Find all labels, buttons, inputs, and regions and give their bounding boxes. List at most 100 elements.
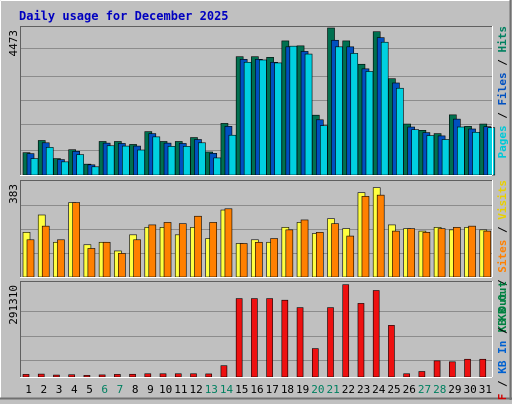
bar-pages bbox=[91, 166, 100, 176]
bar-sites bbox=[270, 238, 278, 278]
legend-part: / bbox=[496, 374, 509, 394]
x-tick-label: 25 bbox=[387, 383, 400, 396]
legend-part: / bbox=[496, 220, 509, 240]
legend-part: KB F bbox=[496, 394, 509, 400]
bar-pages bbox=[380, 41, 389, 176]
bar-kb-f bbox=[433, 360, 441, 378]
bar-kb-f bbox=[342, 284, 350, 378]
bar-pages bbox=[426, 135, 435, 176]
bar-sites bbox=[376, 194, 385, 278]
x-tick-label: 9 bbox=[147, 383, 154, 396]
bar-sites bbox=[148, 224, 157, 278]
bar-kb-f bbox=[174, 373, 182, 378]
bar-sites bbox=[133, 239, 141, 278]
x-tick-label: 16 bbox=[250, 383, 263, 396]
bar-pages bbox=[61, 161, 69, 176]
axis-legend: KB F / KB In / KB Out bbox=[496, 281, 509, 400]
bar-pages bbox=[289, 45, 298, 176]
x-tick-label: 23 bbox=[357, 383, 370, 396]
bar-sites bbox=[178, 223, 187, 278]
bar-kb-f bbox=[281, 299, 289, 378]
bar-pages bbox=[472, 131, 480, 176]
bar-sites bbox=[57, 239, 65, 278]
bar-pages bbox=[45, 147, 54, 176]
bar-sites bbox=[331, 223, 339, 278]
bar-kb-f bbox=[388, 325, 395, 378]
bar-sites bbox=[346, 235, 355, 278]
bar-kb-f bbox=[327, 307, 334, 378]
bar-sites bbox=[72, 202, 80, 278]
bar-pages bbox=[411, 129, 419, 176]
bar-pages bbox=[122, 145, 130, 176]
panel-visits-sites: 383 KB Out / Sites / Visits bbox=[7, 180, 509, 332]
bar-pages bbox=[213, 157, 222, 176]
bar-sites bbox=[453, 227, 461, 278]
y-max-label: 4473 bbox=[7, 30, 20, 57]
bar-kb-f bbox=[37, 373, 45, 378]
x-tick-label: 22 bbox=[342, 383, 355, 396]
bar-kb-f bbox=[159, 373, 167, 378]
bar-kb-f bbox=[403, 373, 410, 378]
bar-sites bbox=[163, 222, 172, 278]
bar-kb-f bbox=[464, 358, 471, 378]
x-tick-label: 24 bbox=[372, 383, 386, 396]
y-max-label: 383 bbox=[7, 184, 20, 204]
x-tick-label: 7 bbox=[117, 383, 124, 396]
x-tick-label: 8 bbox=[132, 383, 139, 396]
bar-pages bbox=[167, 146, 176, 176]
bar-sites bbox=[26, 239, 35, 278]
x-tick-label: 13 bbox=[205, 383, 218, 396]
x-tick-label: 15 bbox=[235, 383, 248, 396]
legend-part: KB Out bbox=[496, 281, 509, 321]
bar-kb-f bbox=[220, 365, 228, 378]
bar-sites bbox=[255, 241, 263, 278]
bar-kb-f bbox=[372, 290, 380, 378]
x-tick-label: 30 bbox=[464, 383, 477, 396]
bar-kb-f bbox=[357, 303, 365, 378]
bar-pages bbox=[243, 61, 252, 176]
axis-legend: KB Out / Sites / Visits bbox=[496, 180, 509, 332]
x-tick-label: 12 bbox=[189, 383, 202, 396]
y-max-label: 291310 bbox=[7, 285, 20, 325]
x-tick-label: 17 bbox=[266, 383, 279, 396]
legend-part: Files bbox=[496, 72, 509, 105]
bar-pages bbox=[182, 146, 191, 176]
x-tick-label: 6 bbox=[101, 383, 108, 396]
bar-pages bbox=[350, 53, 359, 176]
bar-sites bbox=[209, 222, 218, 278]
bar-sites bbox=[392, 230, 400, 278]
bar-kb-f bbox=[311, 348, 319, 378]
legend-part: KB Out bbox=[496, 293, 509, 333]
x-tick-label: 19 bbox=[296, 383, 309, 396]
x-tick-label: 31 bbox=[479, 383, 492, 396]
bar-pages bbox=[304, 53, 313, 176]
bar-kb-f bbox=[129, 373, 136, 378]
bar-kb-f bbox=[418, 371, 426, 378]
bar-sites bbox=[194, 215, 202, 278]
legend-part: / bbox=[496, 106, 509, 126]
x-tick-label: 11 bbox=[174, 383, 187, 396]
legend-part: / bbox=[496, 321, 509, 341]
x-tick-label: 1 bbox=[25, 383, 32, 396]
bar-pages bbox=[76, 154, 84, 176]
bar-pages bbox=[319, 125, 328, 176]
legend-part: / bbox=[496, 53, 509, 73]
bar-sites bbox=[87, 248, 96, 278]
legend-part: Hits bbox=[496, 26, 509, 53]
bar-kb-f bbox=[114, 374, 121, 378]
bar-pages bbox=[152, 136, 161, 176]
bar-pages bbox=[457, 126, 465, 176]
legend-part: Sites bbox=[496, 240, 509, 273]
x-tick-label: 29 bbox=[448, 383, 461, 396]
bar-sites bbox=[437, 228, 446, 278]
x-tick-label: 18 bbox=[281, 383, 294, 396]
x-tick-label: 28 bbox=[433, 383, 446, 396]
x-tick-label: 2 bbox=[41, 383, 48, 396]
bar-kb-f bbox=[266, 298, 273, 378]
legend-part: Pages bbox=[496, 125, 509, 158]
bar-kb-f bbox=[144, 373, 152, 378]
bar-kb-f bbox=[205, 373, 213, 378]
bar-sites bbox=[315, 232, 324, 278]
